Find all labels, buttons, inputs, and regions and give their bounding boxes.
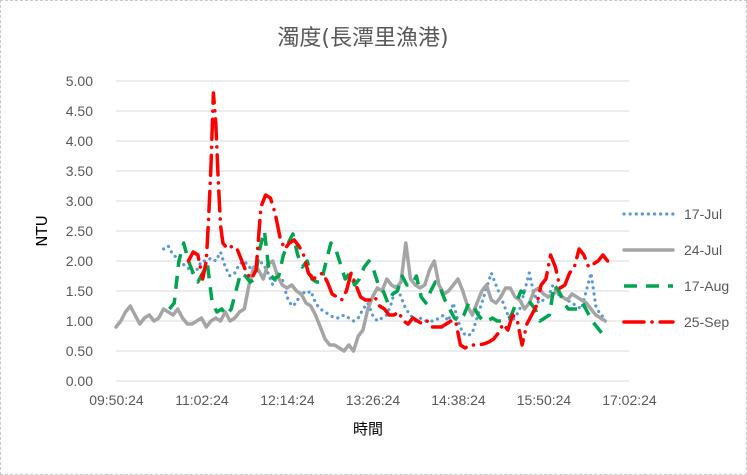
x-tick-label: 14:38:24	[431, 392, 486, 408]
legend-label-17-jul: 17-Jul	[684, 206, 722, 222]
y-axis-title: NTU	[33, 215, 51, 246]
x-tick-label: 12:14:24	[260, 392, 315, 408]
y-tick-label: 1.00	[66, 313, 93, 329]
y-tick-label: 4.00	[66, 133, 93, 149]
y-tick-label: 3.00	[66, 193, 93, 209]
series-line-17-aug	[168, 229, 607, 335]
x-axis-ticks: 09:50:24 11:02:24 12:14:24 13:26:24 14:38:24…	[89, 392, 657, 408]
y-tick-label: 0.50	[66, 343, 93, 359]
legend-label-25-sep: 25-Sep	[684, 314, 729, 330]
legend: 17-Jul 24-Jul 17-Aug 25-Sep	[622, 206, 729, 330]
series-line-25-sep	[186, 91, 615, 350]
x-tick-label: 15:50:24	[517, 392, 572, 408]
x-axis-title: 時間	[353, 420, 383, 438]
y-tick-label: 3.50	[66, 163, 93, 179]
chart-title: 濁度(長潭里漁港)	[277, 26, 448, 51]
series-line-24-jul	[114, 241, 608, 353]
x-tick-label: 17:02:24	[602, 392, 657, 408]
series-line-17-jul	[161, 244, 607, 338]
gridlines	[116, 80, 629, 352]
legend-label-24-jul: 24-Jul	[684, 242, 722, 258]
x-tick-label: 11:02:24	[175, 392, 229, 408]
y-tick-label: 1.50	[66, 283, 93, 299]
y-tick-label: 4.50	[66, 103, 93, 119]
y-axis-ticks: 0.00 0.50 1.00 1.50 2.00 2.50 3.00 3.50 4.00 4.50…	[66, 73, 93, 389]
y-tick-label: 0.00	[66, 373, 93, 389]
y-tick-label: 2.50	[66, 223, 93, 239]
y-tick-label: 5.00	[66, 73, 93, 89]
legend-label-17-aug: 17-Aug	[684, 278, 729, 294]
x-tick-label: 13:26:24	[346, 392, 401, 408]
series-lines	[114, 91, 615, 353]
y-tick-label: 2.00	[66, 253, 93, 269]
x-tick-label: 09:50:24	[89, 392, 144, 408]
